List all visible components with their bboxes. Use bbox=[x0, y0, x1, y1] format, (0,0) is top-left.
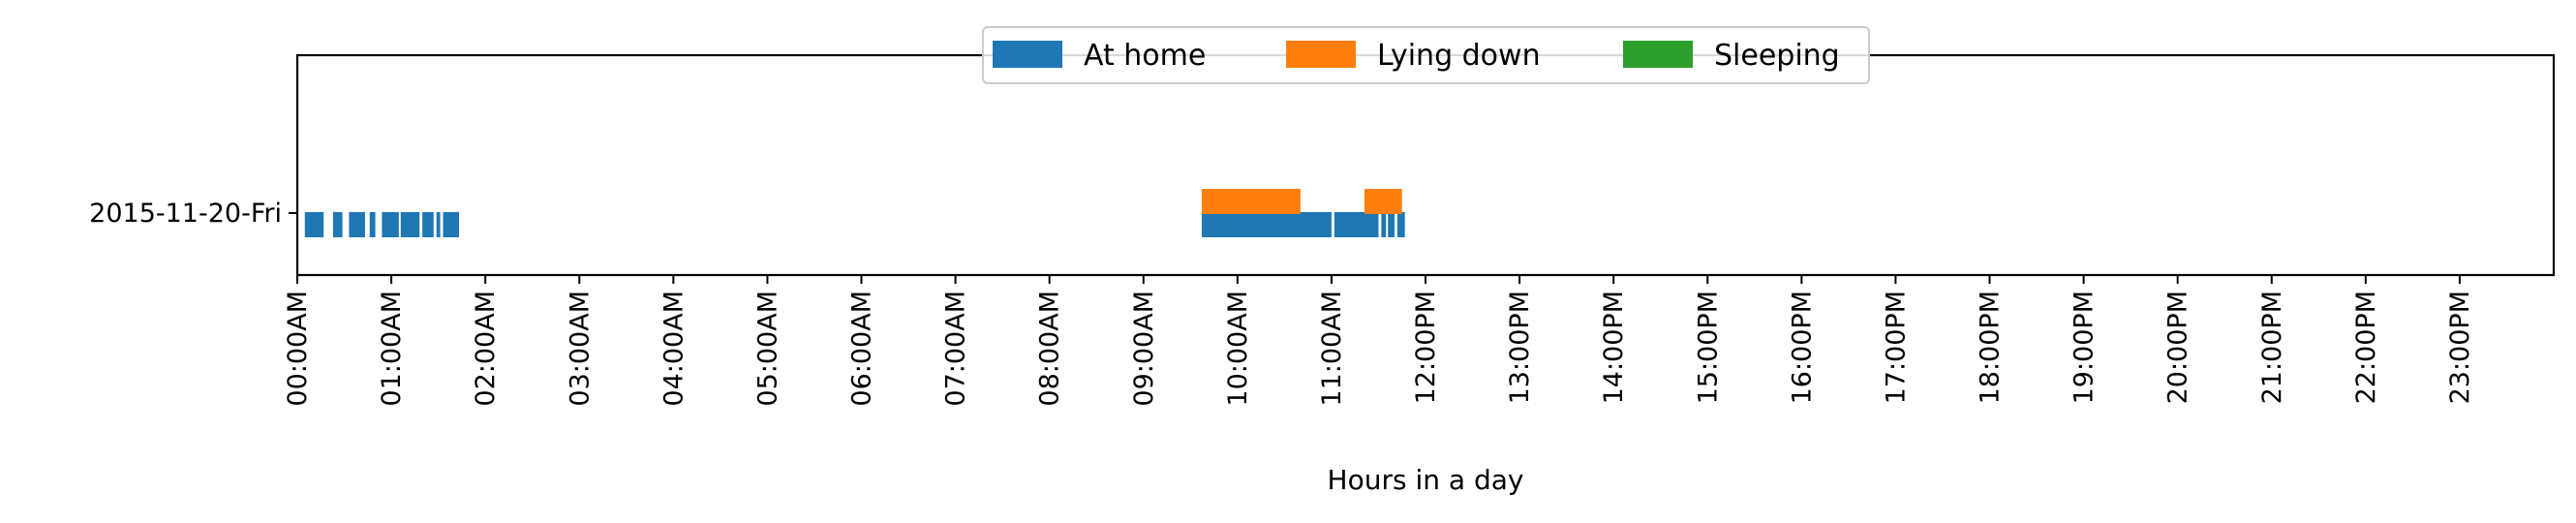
x-tick-label: 13:00PM bbox=[1505, 291, 1535, 404]
legend-swatch bbox=[1623, 41, 1693, 68]
plot-area bbox=[295, 53, 2556, 277]
x-tick-label: 12:00PM bbox=[1411, 291, 1441, 404]
legend: At home Lying down Sleeping bbox=[982, 26, 1870, 84]
x-tick-label: 17:00PM bbox=[1881, 291, 1911, 404]
x-axis: 00:00AM 01:00AM 02:00AM 03:00AM 04:00AM 05:00… bbox=[283, 275, 2475, 407]
legend-label: Sleeping bbox=[1714, 39, 1840, 73]
bar-at-home bbox=[422, 212, 434, 237]
x-tick-label: 05:00AM bbox=[752, 291, 782, 407]
bar-at-home bbox=[382, 212, 399, 237]
bar-at-home bbox=[369, 212, 376, 237]
x-tick-label: 04:00AM bbox=[659, 291, 689, 407]
x-tick-label: 01:00AM bbox=[377, 291, 407, 407]
bar-at-home bbox=[1201, 212, 1332, 237]
x-axis-label: Hours in a day bbox=[1328, 464, 1524, 496]
bar-at-home bbox=[1396, 212, 1405, 237]
bar-at-home bbox=[304, 212, 324, 237]
legend-swatch bbox=[1286, 41, 1356, 68]
bar-at-home bbox=[400, 212, 420, 237]
x-tick-label: 16:00PM bbox=[1787, 291, 1817, 404]
bar-at-home bbox=[1381, 212, 1387, 237]
x-tick-label: 19:00PM bbox=[2070, 291, 2100, 404]
x-tick-label: 07:00AM bbox=[941, 291, 971, 407]
x-tick-label: 09:00AM bbox=[1129, 291, 1159, 407]
x-tick-label: 21:00PM bbox=[2257, 291, 2287, 404]
bar-at-home bbox=[349, 212, 365, 237]
y-tick-label: 2015-11-20-Fri bbox=[89, 199, 282, 229]
y-axis: 2015-11-20-Fri bbox=[89, 199, 297, 229]
legend-swatch bbox=[993, 41, 1062, 68]
bar-at-home bbox=[1388, 212, 1395, 237]
bar-at-home bbox=[443, 212, 459, 237]
x-tick-label: 18:00PM bbox=[1976, 291, 2006, 404]
legend-label: At home bbox=[1084, 39, 1206, 73]
x-tick-label: 03:00AM bbox=[565, 291, 595, 407]
x-tick-label: 10:00AM bbox=[1223, 291, 1253, 407]
x-tick-label: 00:00AM bbox=[283, 291, 313, 407]
bar-at-home bbox=[436, 212, 441, 237]
legend-label: Lying down bbox=[1377, 39, 1541, 73]
x-tick-label: 22:00PM bbox=[2351, 291, 2381, 404]
bar-at-home bbox=[1334, 212, 1379, 237]
x-tick-label: 11:00AM bbox=[1317, 291, 1347, 407]
x-tick-label: 06:00AM bbox=[847, 291, 877, 407]
x-tick-label: 02:00AM bbox=[471, 291, 501, 407]
bar-at-home bbox=[332, 212, 343, 237]
bar-lying-down bbox=[1201, 189, 1301, 214]
bars-layer bbox=[304, 189, 1405, 237]
x-tick-label: 23:00PM bbox=[2445, 291, 2475, 404]
x-tick-label: 08:00AM bbox=[1035, 291, 1065, 407]
x-tick-label: 15:00PM bbox=[1693, 291, 1723, 404]
x-tick-label: 20:00PM bbox=[2163, 291, 2193, 404]
x-tick-label: 14:00PM bbox=[1599, 291, 1629, 404]
bar-lying-down bbox=[1364, 189, 1402, 214]
